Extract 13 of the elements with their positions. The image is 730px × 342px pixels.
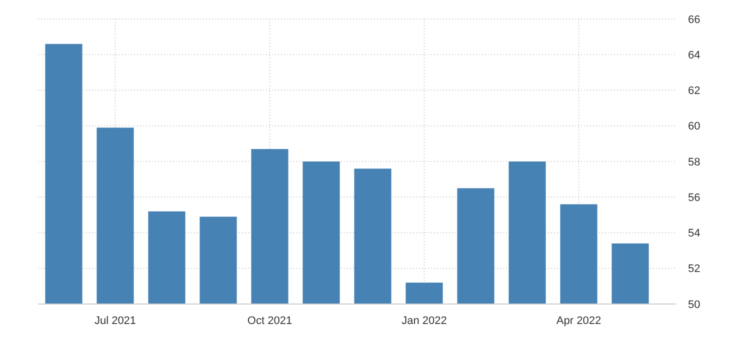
y-tick-label: 62 xyxy=(688,85,700,98)
y-tick-label: 58 xyxy=(688,156,700,168)
y-tick-label: 60 xyxy=(688,120,700,133)
x-tick-label: Jul 2021 xyxy=(94,315,136,327)
x-tick-label: Oct 2021 xyxy=(247,315,292,327)
y-tick-label: 64 xyxy=(688,49,700,62)
x-tick-label: Jan 2022 xyxy=(402,315,447,327)
y-tick-label: 66 xyxy=(688,14,700,26)
y-tick-label: 54 xyxy=(688,228,700,240)
x-tick-label: Apr 2022 xyxy=(556,315,602,327)
y-tick-label: 56 xyxy=(688,192,700,204)
y-tick-label: 52 xyxy=(688,263,700,276)
y-tick-label: 50 xyxy=(688,298,700,311)
